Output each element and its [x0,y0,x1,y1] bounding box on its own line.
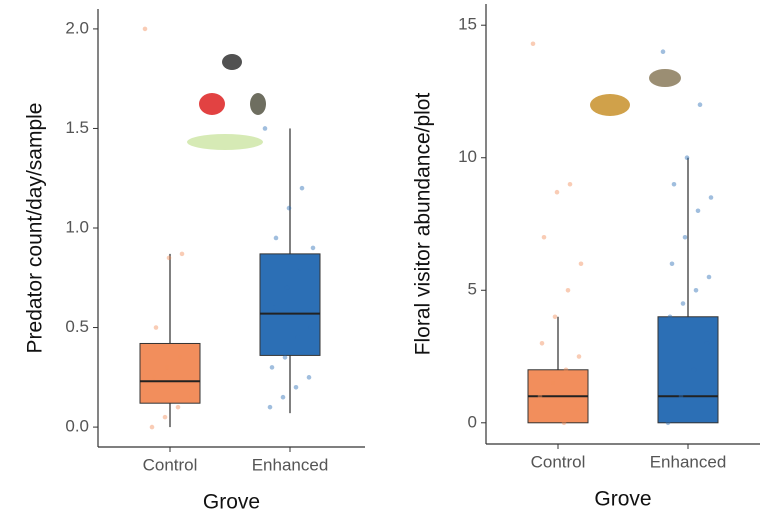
x-tick-label: Control [143,455,198,474]
data-point [692,367,697,372]
data-point [705,341,710,346]
data-point [564,367,569,372]
data-point [568,182,573,187]
x-tick-label: Enhanced [252,455,329,474]
data-point [542,235,547,240]
data-point [551,381,556,386]
data-point [152,375,157,380]
data-point [165,365,170,370]
data-point [274,236,279,241]
data-point [668,314,673,319]
y-tick-label: 15 [458,15,477,34]
data-point [538,394,543,399]
data-point [191,345,196,350]
y-tick-label: 1.5 [65,118,89,137]
data-point [178,355,183,360]
data-point [685,155,690,160]
data-point [268,405,273,410]
y-axis-label: Predator count/day/sample [24,103,47,354]
data-point [287,206,292,211]
y-tick-label: 0.0 [65,417,89,436]
y-tick-label: 2.0 [65,18,89,37]
data-point [562,420,567,425]
page: 0.0 0.5 1.0 1.5 2.0 Predator count/day/sample… [0,0,762,515]
x-axis-label: Grove [203,491,260,514]
data-point [189,395,194,400]
data-point [672,182,677,187]
data-point [296,335,301,340]
data-point [566,288,571,293]
chart: 0.0 0.5 1.0 1.5 2.0 Predator count/day/sample… [0,0,762,515]
data-point [666,420,671,425]
data-point [309,325,314,330]
data-point [661,49,666,54]
data-point [575,407,580,412]
data-point [298,266,303,271]
data-point [679,394,684,399]
data-point [707,275,712,280]
data-point [698,102,703,107]
box [658,317,718,423]
data-point [577,354,582,359]
data-point [294,385,299,390]
data-point [281,395,286,400]
y-tick-label: 1.0 [65,217,89,236]
x-tick-label: Control [531,452,586,471]
data-point [180,252,185,257]
y-tick-label: 0.5 [65,317,89,336]
data-point [670,261,675,266]
data-point [285,285,290,290]
data-point [555,190,560,195]
y-tick-label: 0 [468,412,477,431]
y-tick-label: 5 [468,280,477,299]
data-point [307,375,312,380]
data-point [681,301,686,306]
data-point [300,186,305,191]
data-point [540,341,545,346]
x-tick-label: Enhanced [650,452,727,471]
data-point [143,27,148,32]
data-point [311,246,316,251]
data-point [167,256,172,261]
data-point [696,208,701,213]
data-point [154,325,159,330]
data-point [283,355,288,360]
box [140,343,200,403]
data-point [150,425,155,430]
box [260,254,320,356]
data-point [176,405,181,410]
y-axis-label: Floral visitor abundance/plot [412,93,435,356]
data-point [694,288,699,293]
y-tick-label: 10 [458,147,477,166]
data-point [683,235,688,240]
data-point [553,314,558,319]
data-point [272,305,277,310]
data-point [531,41,536,46]
data-point [263,126,268,131]
data-point [579,261,584,266]
data-point [270,365,275,370]
data-point [709,195,714,200]
x-axis-label: Grove [594,488,651,511]
data-point [163,415,168,420]
